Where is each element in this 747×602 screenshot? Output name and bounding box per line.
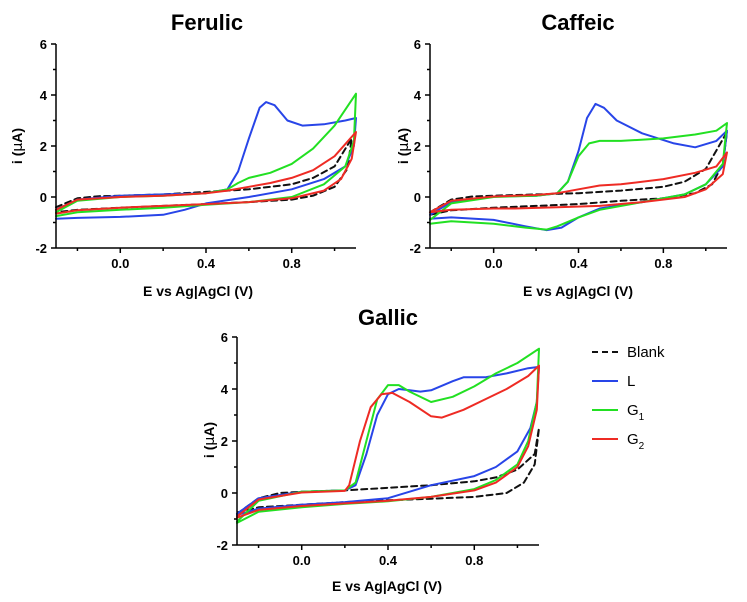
ferulic-series-l [55,101,357,220]
ferulic-y-tick-label: 6 [40,37,47,52]
caffeic-y-tick-label: 4 [414,88,422,103]
gallic-title: Gallic [358,305,418,330]
gallic-x-tick-label: 0.4 [379,553,398,568]
caffeic-x-tick-label: 0.8 [654,256,672,271]
ferulic-y-label-main: i ( [9,151,25,164]
gallic-y-axis-label: i (μA) [201,422,218,458]
legend-entry-l: L [592,373,635,390]
ferulic-y-tick-label: 0 [40,190,47,205]
gallic-series-group [236,347,540,524]
caffeic-panel: Caffeic E vs Ag|AgCl (V) i (μA) -2 0 2 4 6 0.… [395,10,728,299]
ferulic-y-tick-label: 2 [40,139,47,154]
gallic-x-tick-label: 0.0 [293,553,311,568]
gallic-y-tick-label: 4 [221,382,229,397]
gallic-y-tick-label: -2 [216,538,228,553]
legend-label-g2: G2 [627,431,645,452]
ferulic-title: Ferulic [171,10,243,35]
gallic-y-label-mu: μ [202,437,218,446]
ferulic-x-tick-label: 0.8 [283,256,301,271]
ferulic-x-tick-label: 0.4 [197,256,216,271]
gallic-series-l [236,365,540,517]
gallic-series-g1 [236,347,540,524]
legend-entry-blank: Blank [592,344,665,361]
legend: Blank L G1 G2 [592,344,665,452]
gallic-y-label-tail: A) [201,422,217,437]
caffeic-series-g2 [429,151,728,214]
ferulic-y-tick-label: -2 [35,241,47,256]
ferulic-series-group [55,92,357,220]
ferulic-y-axis-label: i (μA) [9,128,26,164]
ferulic-series-blank [55,137,353,214]
caffeic-series-group [429,102,728,232]
ferulic-y-tick-label: 4 [40,88,48,103]
ferulic-y-label-tail: A) [9,128,25,143]
caffeic-y-label-mu: μ [396,143,412,152]
legend-entry-g1: G1 [592,402,645,423]
caffeic-series-g1 [429,122,728,231]
caffeic-y-tick-label: 6 [414,37,421,52]
gallic-x-axis-label: E vs Ag|AgCl (V) [332,578,442,594]
legend-label-blank: Blank [627,344,665,361]
caffeic-y-tick-label: 0 [414,190,421,205]
gallic-panel: Gallic E vs Ag|AgCl (V) i (μA) -2 0 2 4 6 0.0… [201,305,540,594]
ferulic-y-label-mu: μ [10,143,26,152]
gallic-x-tick-label: 0.8 [465,553,483,568]
caffeic-x-axis-label: E vs Ag|AgCl (V) [523,283,633,299]
caffeic-y-axis-label: i (μA) [395,128,412,164]
caffeic-y-tick-label: -2 [409,241,421,256]
caffeic-x-tick-label: 0.0 [485,256,503,271]
caffeic-x-tick-label: 0.4 [569,256,588,271]
ferulic-x-axis-label: E vs Ag|AgCl (V) [143,283,253,299]
ferulic-panel: Ferulic E vs Ag|AgCl (V) i (μA) -2 0 2 4 6 0.… [9,10,357,299]
legend-label-g1: G1 [627,402,645,423]
caffeic-y-label-main: i ( [395,151,411,164]
gallic-series-g2 [236,364,540,519]
caffeic-series-l [429,102,728,232]
caffeic-y-tick-label: 2 [414,139,421,154]
legend-entry-g2: G2 [592,431,645,452]
gallic-y-tick-label: 0 [221,486,228,501]
ferulic-x-tick-label: 0.0 [111,256,129,271]
gallic-y-label-main: i ( [201,445,217,458]
ferulic-series-g2 [55,131,357,215]
caffeic-title: Caffeic [541,10,614,35]
gallic-y-tick-label: 2 [221,434,228,449]
caffeic-y-label-tail: A) [395,128,411,143]
gallic-y-tick-label: 6 [221,330,228,345]
legend-label-l: L [627,373,635,390]
